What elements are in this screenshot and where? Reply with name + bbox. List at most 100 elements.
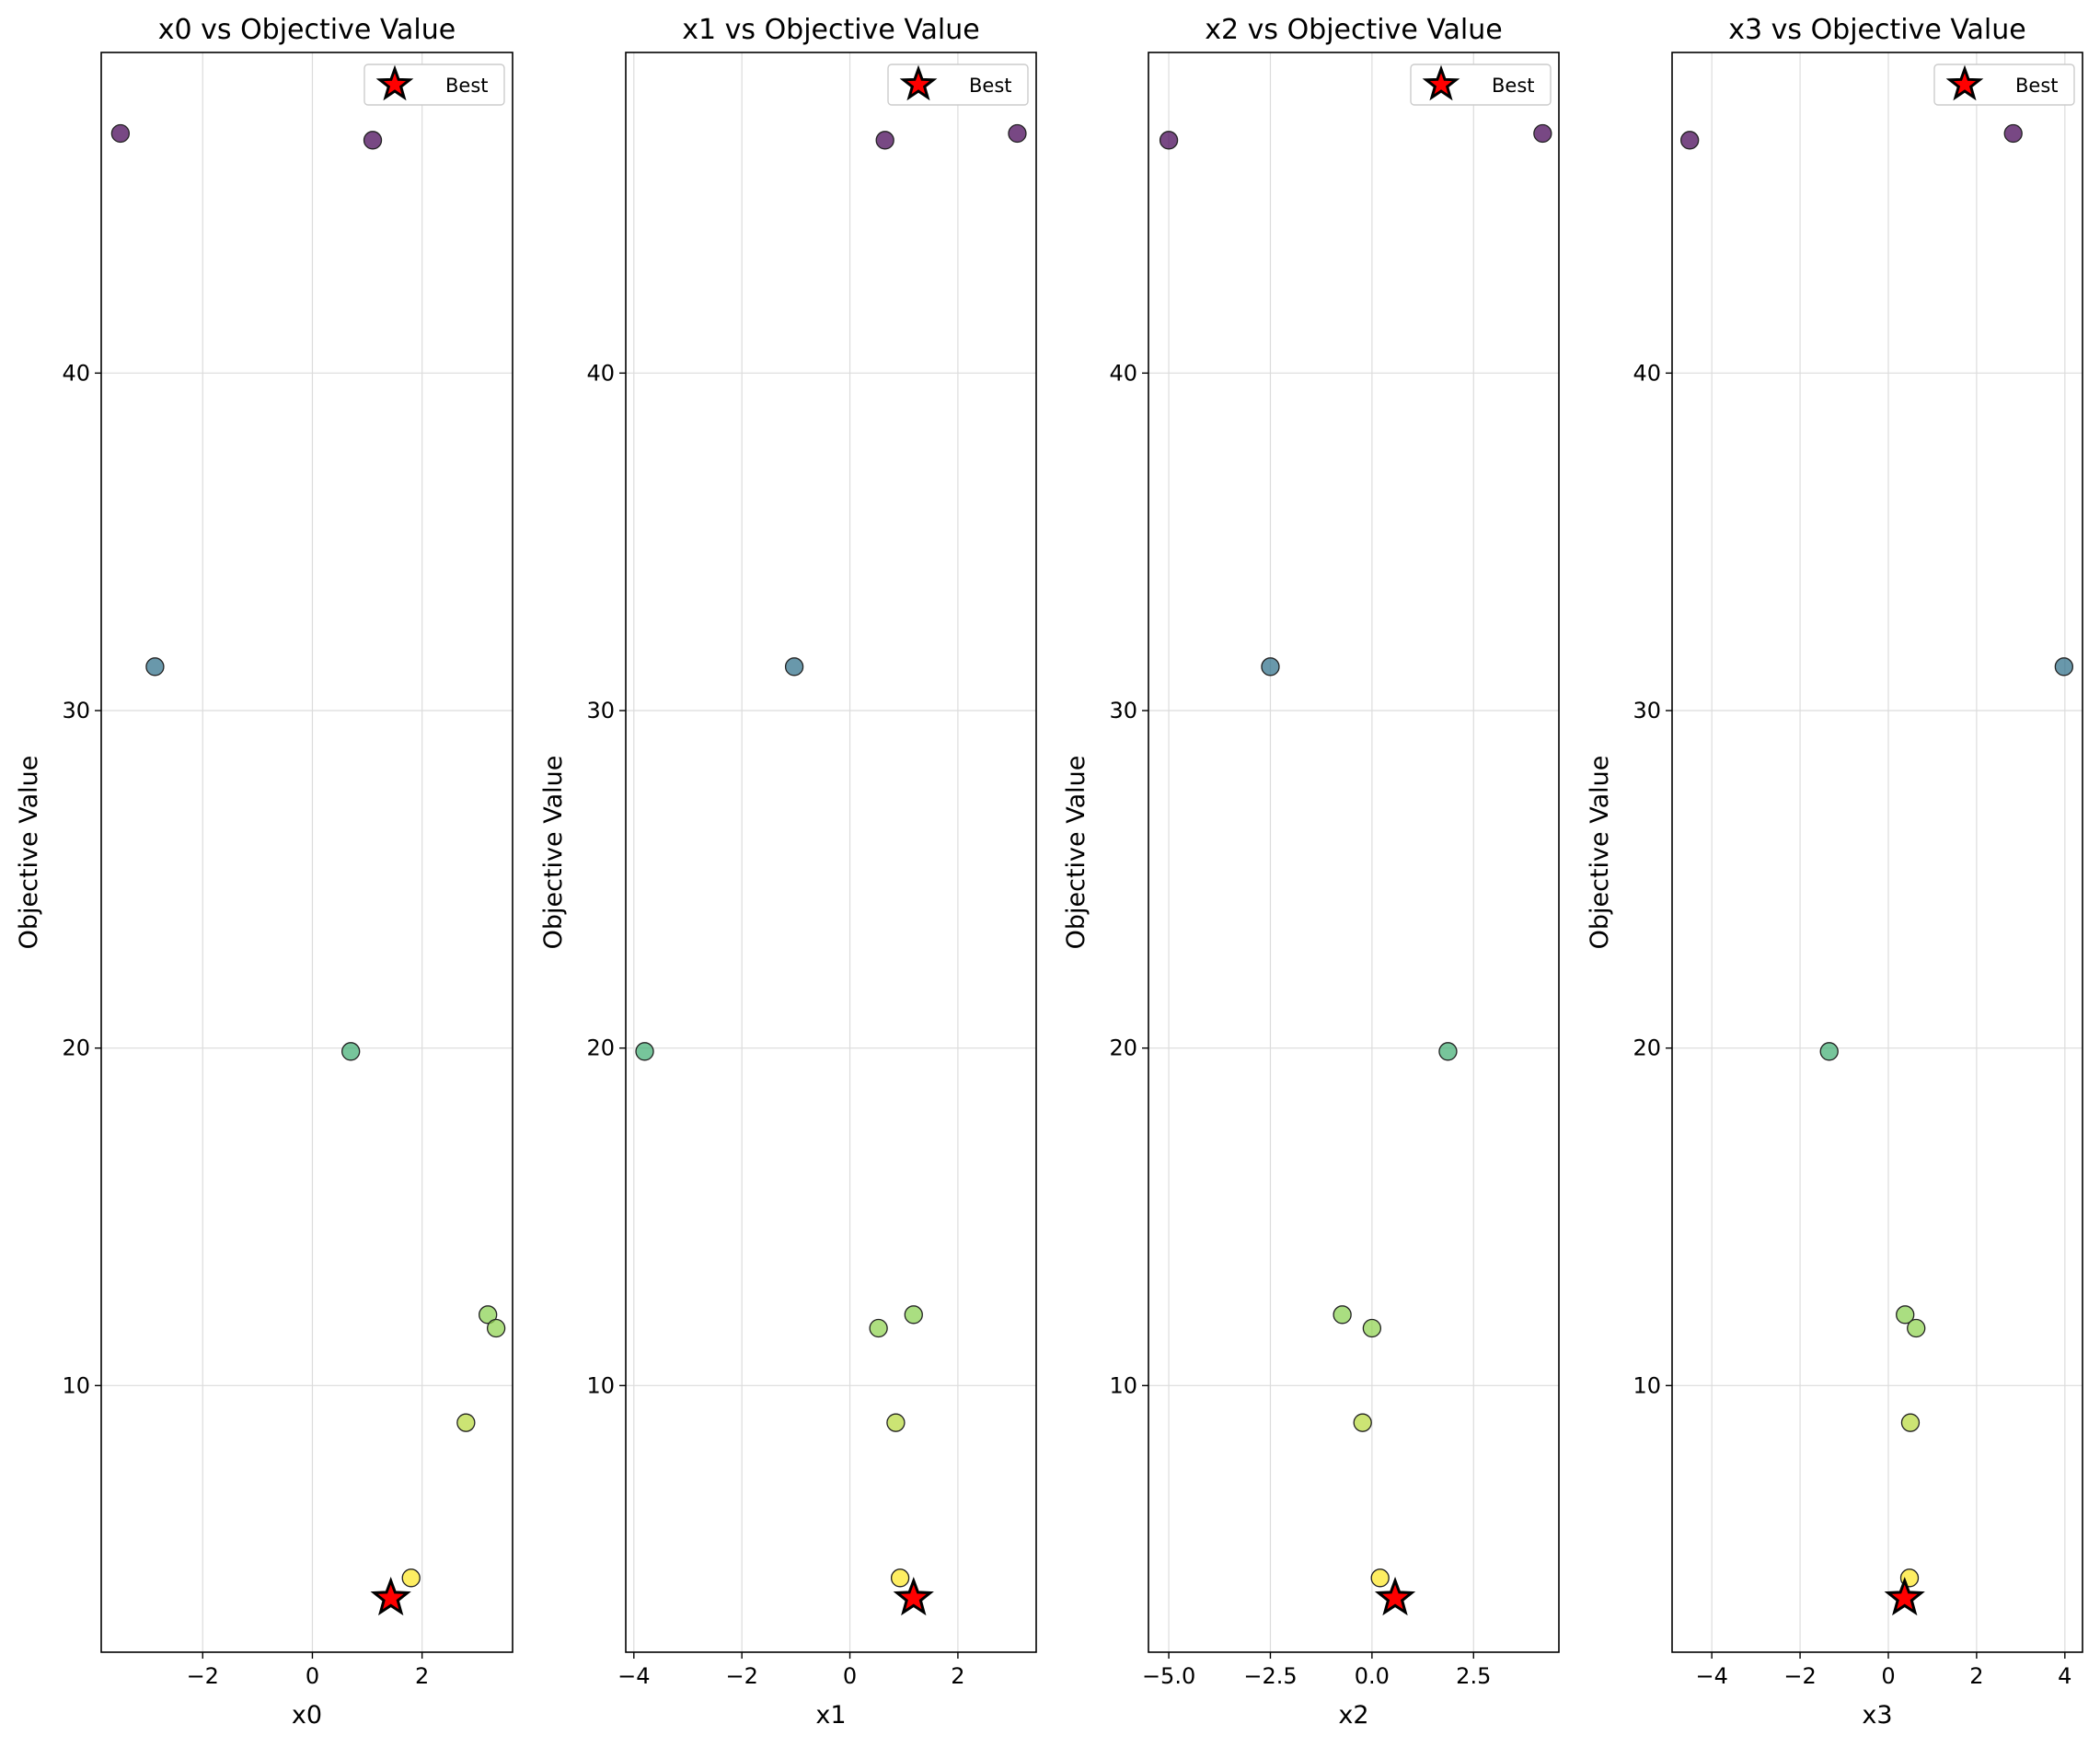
y-tick-label: 10 — [62, 1372, 90, 1398]
y-tick-label: 30 — [1109, 698, 1137, 723]
legend-star-icon — [899, 64, 938, 101]
subplot-title: x2 vs Objective Value — [1205, 14, 1502, 46]
legend: Best — [887, 64, 1029, 106]
best-star-marker — [1374, 1577, 1416, 1616]
x-tick-label: −2 — [187, 1663, 219, 1689]
y-tick-label: 30 — [62, 698, 90, 723]
data-point — [784, 657, 804, 677]
y-tick-label: 20 — [62, 1035, 90, 1061]
plot-frame — [100, 52, 513, 1653]
x-tick-label: 0.0 — [1355, 1663, 1390, 1689]
data-point — [1900, 1413, 1921, 1432]
plot-frame — [1148, 52, 1560, 1653]
data-point — [1680, 131, 1700, 150]
x-tick-label: 0 — [306, 1663, 319, 1689]
x-tick-label: 2.5 — [1456, 1663, 1491, 1689]
subplot-title: x3 vs Objective Value — [1728, 14, 2025, 46]
data-point — [875, 131, 894, 150]
subplot-title: x0 vs Objective Value — [158, 14, 456, 46]
data-point — [1353, 1413, 1372, 1432]
best-star-marker — [1884, 1577, 1925, 1616]
x-tick-label: −5.0 — [1142, 1663, 1195, 1689]
data-point — [904, 1305, 923, 1325]
subplot-title: x1 vs Objective Value — [682, 14, 979, 46]
legend-label: Best — [1492, 75, 1535, 97]
y-tick-label: 20 — [586, 1035, 615, 1061]
data-point — [341, 1042, 361, 1061]
data-point — [1261, 657, 1280, 677]
y-tick-label: 20 — [1109, 1035, 1137, 1061]
legend: Best — [1410, 64, 1552, 106]
x-tick-label: 2 — [1969, 1663, 1983, 1689]
data-point — [2003, 123, 2023, 144]
y-axis-label: Objective Value — [1062, 756, 1090, 950]
x-axis-label: x3 — [1862, 1701, 1892, 1730]
data-point — [363, 131, 383, 150]
data-point — [890, 1568, 910, 1588]
y-tick-label: 40 — [586, 360, 615, 386]
data-point — [110, 123, 131, 144]
data-point — [456, 1413, 476, 1432]
data-point — [1533, 123, 1552, 144]
x-tick-label: 2 — [415, 1663, 429, 1689]
x-tick-label: −2 — [725, 1663, 757, 1689]
y-axis-label: Objective Value — [539, 756, 568, 950]
legend-star-icon — [1945, 64, 1984, 101]
y-tick-label: 30 — [1633, 698, 1661, 723]
data-point — [1896, 1305, 1915, 1325]
x-tick-label: −2 — [1783, 1663, 1816, 1689]
y-tick-label: 10 — [1109, 1372, 1137, 1398]
data-point — [1333, 1305, 1352, 1325]
data-point — [1907, 1318, 1926, 1338]
x-tick-label: −4 — [1695, 1663, 1727, 1689]
data-point — [1159, 131, 1179, 150]
y-tick-label: 30 — [586, 698, 615, 723]
data-point — [401, 1568, 421, 1588]
y-tick-label: 20 — [1633, 1035, 1661, 1061]
y-tick-label: 10 — [1633, 1372, 1661, 1398]
plot-frame — [625, 52, 1037, 1653]
data-point — [1819, 1042, 1839, 1061]
y-tick-label: 10 — [586, 1372, 615, 1398]
y-tick-label: 40 — [62, 360, 90, 386]
legend-label: Best — [969, 75, 1012, 97]
x-tick-label: −4 — [617, 1663, 650, 1689]
y-axis-label: Objective Value — [1586, 756, 1614, 950]
x-tick-label: 2 — [951, 1663, 964, 1689]
data-point — [635, 1042, 654, 1061]
legend: Best — [1933, 64, 2075, 106]
x-axis-label: x1 — [815, 1701, 846, 1730]
legend-star-icon — [1422, 64, 1460, 101]
data-point — [1370, 1568, 1390, 1588]
y-axis-label: Objective Value — [15, 756, 43, 950]
subplot-x0: −2 0 2 10 20 30 40 x0 vs Objective Value x0 Objec… — [15, 14, 513, 1730]
subplot-x1: −4 −2 0 2 10 20 30 40 x1 vs Objective Value x1 Obj… — [539, 14, 1037, 1730]
data-point — [2054, 657, 2074, 677]
x-tick-label: 4 — [2058, 1663, 2071, 1689]
data-point — [1008, 123, 1027, 144]
legend-label: Best — [445, 75, 489, 97]
data-point — [145, 657, 165, 677]
plot-frame — [1671, 52, 2083, 1653]
x-axis-label: x0 — [292, 1701, 322, 1730]
y-tick-label: 40 — [1633, 360, 1661, 386]
x-tick-label: 0 — [1881, 1663, 1895, 1689]
x-tick-label: −2.5 — [1243, 1663, 1297, 1689]
data-point — [886, 1413, 906, 1432]
data-point — [1438, 1042, 1458, 1061]
best-star-marker — [370, 1577, 411, 1616]
data-point — [869, 1318, 888, 1338]
y-tick-label: 40 — [1109, 360, 1137, 386]
subplot-x3: −4 −2 0 2 4 10 20 30 40 x3 vs Objective Value x3 Ob… — [1586, 14, 2083, 1730]
subplot-x2: −5.0 −2.5 0.0 2.5 10 20 30 40 x2 vs Objective Va… — [1062, 14, 1560, 1730]
x-tick-label: 0 — [843, 1663, 857, 1689]
data-point — [1362, 1318, 1382, 1338]
legend: Best — [363, 64, 505, 106]
legend-star-icon — [375, 64, 414, 101]
data-point — [479, 1305, 498, 1325]
data-point — [486, 1318, 506, 1338]
best-star-marker — [893, 1577, 934, 1616]
x-axis-label: x2 — [1338, 1701, 1368, 1730]
legend-label: Best — [2015, 75, 2059, 97]
